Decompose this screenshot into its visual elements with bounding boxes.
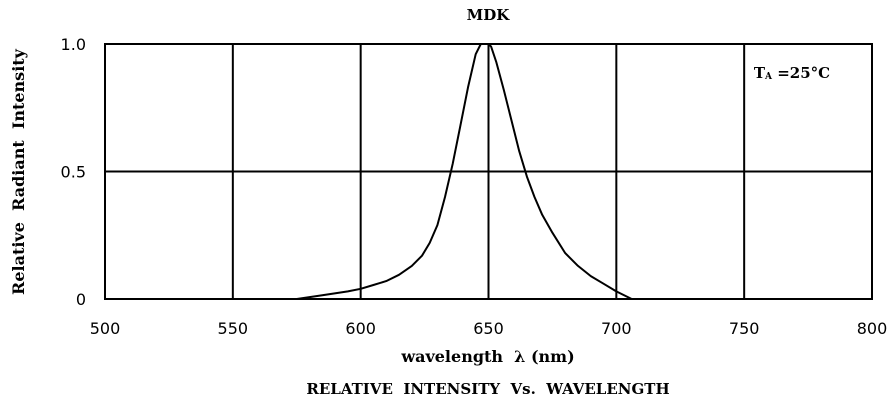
annotation-subscript: A <box>764 72 773 82</box>
x-tick-label-600: 600 <box>345 319 376 338</box>
x-tick-label-550: 550 <box>218 319 249 338</box>
chart-caption: RELATIVE INTENSITY Vs. WAVELENGTH <box>306 380 669 398</box>
series-line-0 <box>296 43 633 300</box>
y-tick-label-1: 1.0 <box>61 35 86 54</box>
x-tick-label-750: 750 <box>729 319 760 338</box>
x-tick-label-800: 800 <box>857 319 888 338</box>
temperature-annotation: TA =25°C <box>754 64 830 82</box>
y-tick-labels: 0 0.5 1.0 <box>61 35 86 309</box>
chart-title: MDK <box>467 6 511 24</box>
x-tick-label-500: 500 <box>90 319 121 338</box>
annotation-main: T <box>754 64 766 82</box>
x-axis-label: wavelength λ (nm) <box>400 347 574 366</box>
x-tick-label-700: 700 <box>601 319 632 338</box>
x-tick-labels: 500 550 600 650 700 750 800 <box>90 319 888 338</box>
y-tick-label-0: 0 <box>76 290 86 309</box>
annotation-value: =25°C <box>772 64 830 82</box>
y-tick-label-0-5: 0.5 <box>61 163 86 182</box>
x-tick-label-650: 650 <box>473 319 504 338</box>
series-layer <box>296 43 633 300</box>
y-axis-label: Relative Radiant Intensity <box>9 48 28 295</box>
grid <box>105 44 872 299</box>
